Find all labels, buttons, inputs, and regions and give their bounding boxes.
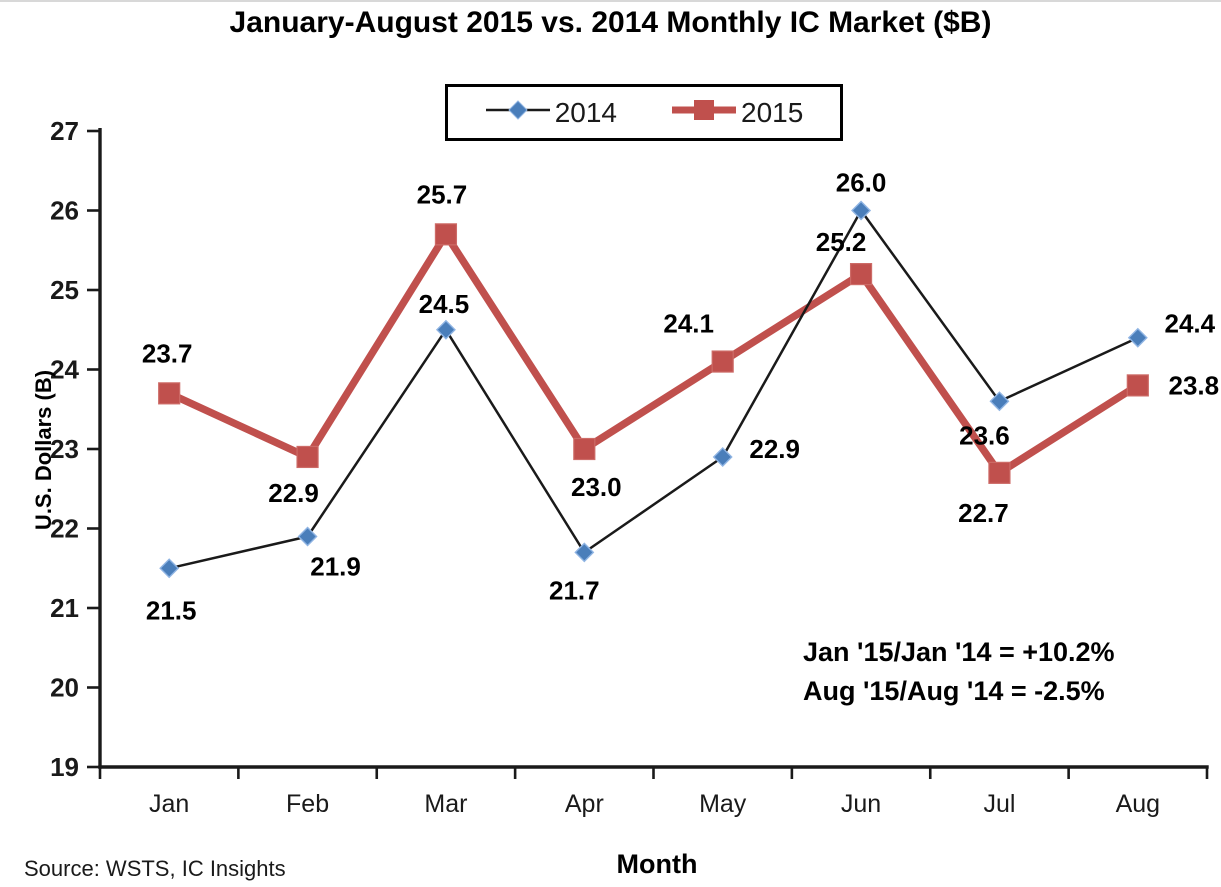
data-label-2015-Aug: 23.8 [1169, 370, 1220, 400]
y-tick-label: 23 [50, 434, 79, 464]
data-point-2014-Feb [297, 526, 318, 547]
growth-annotation: Jan '15/Jan '14 = +10.2% Aug '15/Aug '14… [803, 633, 1115, 711]
chart-title: January-August 2015 vs. 2014 Monthly IC … [229, 6, 992, 39]
x-tick-label: Jun [841, 790, 881, 818]
data-label-2014-Jul: 23.6 [959, 420, 1010, 450]
data-label-2015-Apr: 23.0 [571, 472, 622, 502]
y-axis-title: U.S. Dollars (B) [31, 369, 56, 531]
data-point-2015-May [711, 350, 734, 373]
y-tick-label: 20 [50, 673, 79, 703]
data-label-2015-May: 24.1 [663, 309, 714, 339]
source-note: Source: WSTS, IC Insights [24, 856, 286, 881]
line-2015 [167, 227, 1140, 478]
data-label-2014-Feb: 21.9 [310, 551, 361, 581]
data-point-2014-Jan [159, 558, 180, 579]
x-axis-title: Month [616, 849, 698, 879]
x-tick-label: Feb [286, 790, 329, 818]
data-point-2014-Jul [989, 391, 1010, 412]
x-tick-label: Mar [424, 790, 467, 818]
y-tick-label: 26 [50, 196, 79, 226]
y-tick-label: 22 [50, 514, 79, 544]
data-label-2014-Jun: 26.0 [836, 168, 887, 198]
data-label-2014-Jan: 21.5 [146, 595, 197, 625]
data-point-2014-Apr [574, 542, 595, 563]
data-point-2015-Jun [849, 263, 873, 286]
y-tick-label: 19 [50, 752, 79, 782]
data-point-2014-May [712, 446, 733, 467]
y-tick-label: 24 [50, 355, 79, 385]
data-point-2015-Aug [1126, 374, 1149, 397]
legend: 2014 2015 [445, 84, 843, 141]
data-label-2015-Jun: 25.2 [816, 227, 867, 257]
y-tick-label: 21 [50, 593, 79, 623]
legend-item-2014: 2014 [485, 97, 617, 129]
data-label-2014-Aug: 24.4 [1165, 309, 1216, 339]
x-tick-label: Apr [565, 790, 604, 818]
x-tick-label: Jan [149, 790, 189, 818]
data-point-2014-Aug [1127, 327, 1148, 348]
data-point-2014-Jun [851, 200, 872, 221]
y-tick-label: 27 [50, 116, 79, 146]
legend-item-2015: 2015 [671, 97, 803, 129]
annotation-line-jan: Jan '15/Jan '14 = +10.2% [803, 637, 1115, 667]
legend-label-2014: 2014 [554, 96, 617, 128]
x-tick-label: May [699, 790, 747, 818]
data-point-2014-Mar [435, 319, 456, 340]
legend-label-2015: 2015 [741, 96, 804, 128]
data-point-2015-Feb [296, 445, 319, 469]
data-label-2014-Apr: 21.7 [549, 575, 600, 605]
legend-marker-2015-square-icon [671, 99, 737, 126]
x-tick-label: Jul [983, 790, 1015, 818]
y-tick-label: 25 [50, 275, 79, 305]
data-label-2015-Jan: 23.7 [142, 338, 193, 368]
data-point-2015-Jan [158, 382, 181, 405]
legend-marker-2014-diamond-icon [485, 100, 551, 125]
annotation-line-aug: Aug '15/Aug '14 = -2.5% [803, 676, 1105, 706]
data-label-2015-Feb: 22.9 [268, 478, 319, 508]
x-tick-label: Aug [1116, 790, 1160, 818]
data-label-2014-Mar: 24.5 [419, 289, 470, 319]
data-point-2015-Apr [573, 437, 596, 461]
line-2014 [168, 209, 1139, 570]
data-label-2015-Mar: 25.7 [417, 179, 468, 209]
data-label-2015-Jul: 22.7 [958, 498, 1009, 528]
data-point-2015-Jul [988, 461, 1011, 484]
data-point-2015-Mar [434, 223, 458, 246]
data-label-2014-May: 22.9 [749, 434, 800, 464]
top-border-line [0, 0, 1221, 2]
